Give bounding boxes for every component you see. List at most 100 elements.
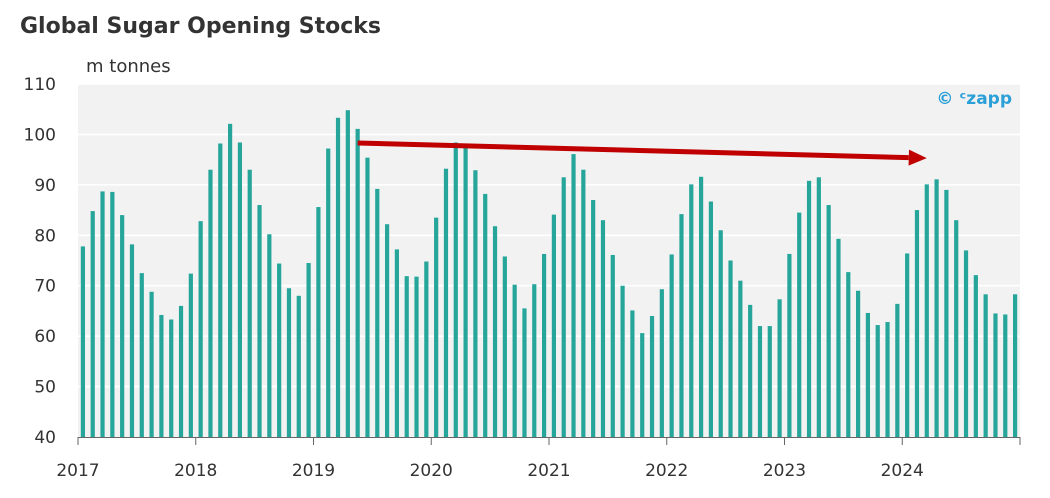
- bar: [394, 249, 400, 437]
- bar: [257, 205, 262, 437]
- bar: [198, 221, 203, 437]
- bar: [159, 314, 164, 437]
- bar: [571, 154, 576, 438]
- bar: [865, 312, 871, 437]
- bar: [767, 326, 772, 437]
- bar: [492, 226, 498, 437]
- bar: [1003, 314, 1008, 437]
- bar: [463, 146, 468, 437]
- bar: [355, 128, 360, 438]
- x-tick-label: 2018: [174, 461, 217, 481]
- bar: [620, 285, 625, 437]
- bar: [698, 176, 704, 437]
- bar: [914, 210, 920, 437]
- bar: [640, 333, 645, 437]
- bar: [532, 284, 537, 437]
- bar: [649, 315, 655, 437]
- bar: [129, 244, 135, 437]
- bar: [208, 169, 213, 437]
- bar: [816, 177, 821, 438]
- bar: [326, 148, 331, 437]
- bar: [954, 220, 959, 437]
- bar: [581, 169, 586, 437]
- bar: [875, 325, 880, 437]
- y-tick-label: 80: [34, 226, 56, 246]
- bar: [895, 303, 900, 437]
- bar: [375, 188, 380, 437]
- bar: [237, 142, 243, 438]
- y-axis-label: m tonnes: [86, 56, 171, 77]
- bar: [669, 254, 674, 437]
- bar: [551, 214, 557, 437]
- bar: [335, 117, 341, 437]
- bar: [630, 310, 635, 437]
- bar: [708, 201, 714, 437]
- bar: [757, 326, 763, 437]
- bar: [267, 234, 272, 437]
- bar: [591, 199, 596, 437]
- bar: [90, 211, 95, 437]
- bar: [983, 294, 988, 437]
- y-tick-label: 90: [34, 176, 56, 196]
- x-tick-label: 2019: [292, 461, 335, 481]
- bar: [728, 260, 733, 437]
- bar: [188, 273, 193, 437]
- bar: [659, 289, 664, 437]
- bar: [434, 217, 439, 437]
- x-tick-label: 2021: [527, 461, 570, 481]
- bar: [855, 290, 861, 437]
- bar: [777, 299, 782, 437]
- bar: [963, 250, 969, 437]
- trend-arrow-head: [908, 149, 927, 166]
- bar: [100, 191, 105, 437]
- czapp-watermark: © ᶜzapp: [936, 89, 1012, 109]
- bar: [718, 230, 723, 437]
- bar: [443, 168, 449, 437]
- bar: [610, 254, 615, 437]
- bar: [149, 291, 154, 437]
- bar: [924, 184, 929, 437]
- bar: [110, 191, 115, 437]
- bar: [277, 263, 282, 437]
- x-tick-label: 2020: [410, 461, 453, 481]
- x-tick-label: 2017: [56, 461, 99, 481]
- bar: [836, 238, 841, 437]
- bar: [826, 205, 831, 437]
- bar: [80, 246, 86, 437]
- bar: [169, 319, 174, 437]
- bar: [384, 224, 390, 437]
- bar: [846, 272, 851, 437]
- bar: [414, 276, 419, 437]
- bar: [973, 275, 978, 437]
- x-tick-label: 2024: [881, 461, 924, 481]
- bar: [247, 169, 252, 437]
- plot-area: [78, 84, 1020, 437]
- bar: [522, 308, 527, 437]
- bar: [885, 322, 890, 437]
- bar: [561, 177, 566, 438]
- bar: [905, 253, 910, 437]
- y-tick-label: 40: [34, 428, 56, 448]
- bar: [689, 184, 694, 437]
- bar: [139, 273, 144, 437]
- bar: [296, 295, 301, 437]
- bar: [227, 123, 233, 438]
- chart-title: Global Sugar Opening Stocks: [20, 14, 382, 39]
- bar: [738, 280, 743, 437]
- bar: [541, 253, 547, 437]
- bar: [473, 170, 478, 438]
- bar: [748, 304, 753, 437]
- bar: [993, 313, 998, 437]
- y-tick-label: 100: [24, 125, 56, 145]
- bar: [787, 253, 792, 437]
- y-tick-label: 70: [34, 277, 56, 297]
- bar: [797, 212, 802, 437]
- x-tick-label: 2022: [645, 461, 688, 481]
- bar: [679, 214, 684, 437]
- y-tick-label: 50: [34, 378, 56, 398]
- bar: [934, 179, 939, 437]
- bar: [512, 284, 517, 437]
- bar: [345, 110, 350, 438]
